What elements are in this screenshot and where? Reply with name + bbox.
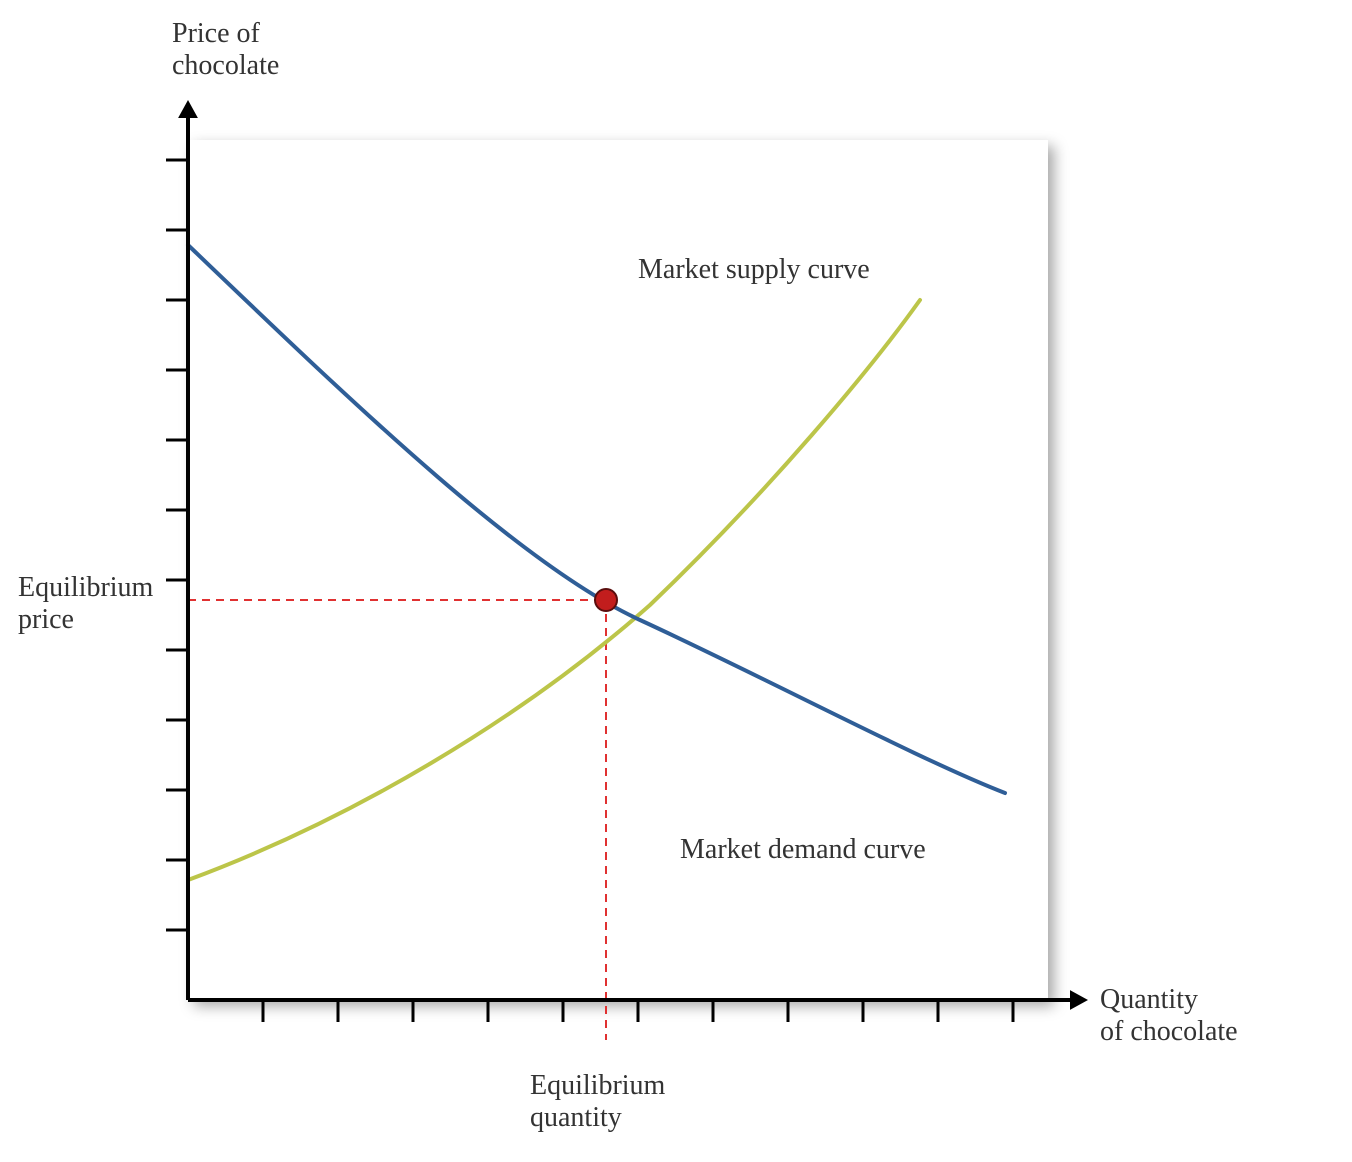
equilibrium-price-label: Equilibrium price [18,572,153,636]
supply-curve-label: Market supply curve [638,254,870,286]
y-axis-title: Price of chocolate [172,18,279,82]
equilibrium-point [595,589,617,611]
demand-curve-label: Market demand curve [680,834,926,866]
equilibrium-quantity-label: Equilibrium quantity [530,1070,665,1134]
x-axis-title: Quantity of chocolate [1100,984,1238,1048]
chart-container: Price of chocolate Quantity of chocolate… [0,0,1352,1162]
